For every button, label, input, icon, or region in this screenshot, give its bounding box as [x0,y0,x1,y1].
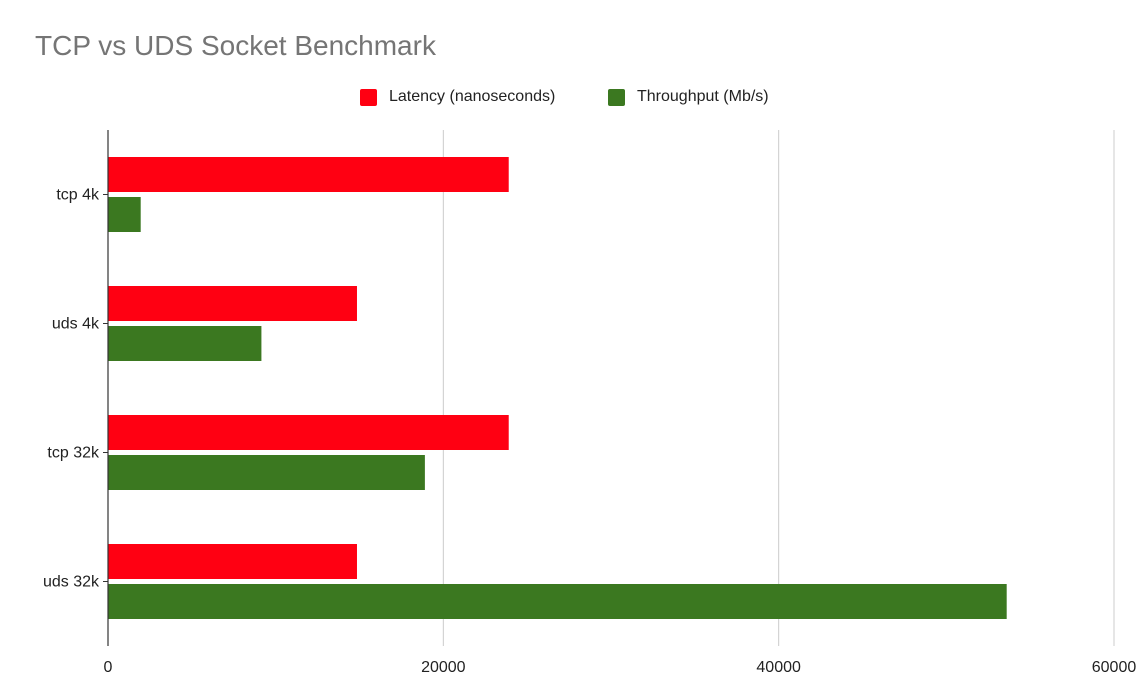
x-tick-label: 20000 [421,659,466,676]
y-category-label: uds 32k [43,574,100,591]
legend-swatch-latency [360,88,377,106]
y-category-label: uds 4k [52,316,100,333]
bar-throughput [108,455,425,490]
legend-label-latency: Latency (nanoseconds) [389,88,556,105]
x-tick-label: 40000 [756,659,801,676]
x-tick-label: 60000 [1092,659,1137,676]
chart-title: TCP vs UDS Socket Benchmark [35,30,436,61]
bar-throughput [108,326,262,361]
legend-label-throughput: Throughput (Mb/s) [637,88,769,105]
bar-throughput [108,584,1007,619]
bar-throughput [108,197,141,232]
bar-latency [108,415,509,450]
bar-latency [108,157,509,192]
legend: Latency (nanoseconds) Throughput (Mb/s) [0,84,1146,110]
bar-latency [108,286,357,321]
y-category-label: tcp 32k [47,445,100,462]
x-tick-label: 0 [104,659,113,676]
bar-latency [108,544,357,579]
legend-item-throughput[interactable]: Throughput (Mb/s) [608,84,769,110]
legend-item-latency[interactable]: Latency (nanoseconds) [360,84,555,110]
y-category-label: tcp 4k [56,187,100,204]
legend-swatch-throughput [608,88,625,106]
